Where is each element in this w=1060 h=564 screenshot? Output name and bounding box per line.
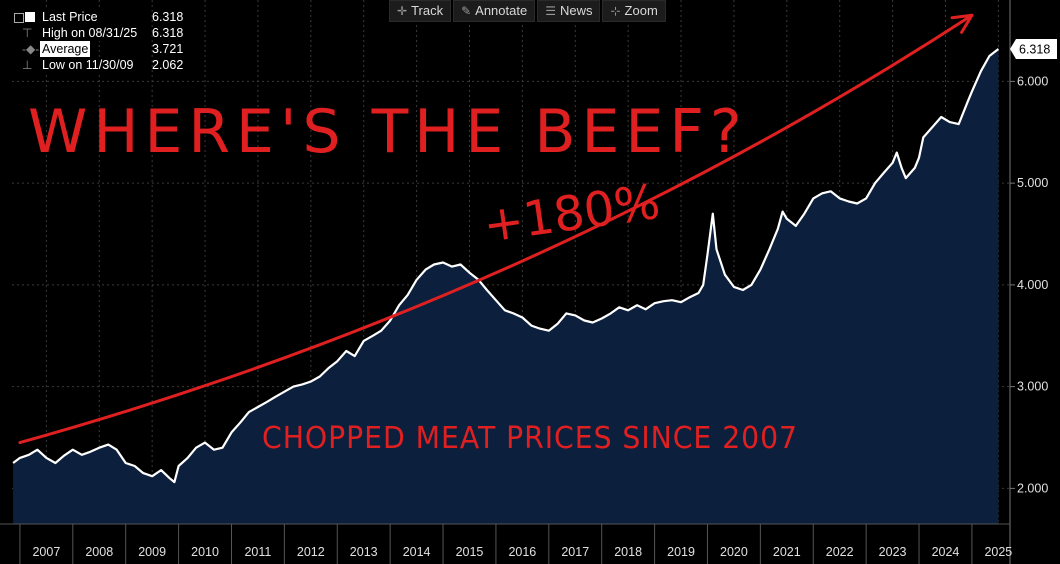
average-marker-icon: -◆- [22,42,40,56]
track-label: Track [411,3,444,18]
low-marker-icon: ⊥ [22,58,33,72]
last-price-tag-text: 6.318 [1019,43,1050,57]
chart-toolbar: ✛ Track ✎ Annotate ☰ News ⊹ Zoom [389,0,666,22]
zoom-label: Zoom [624,3,658,18]
percent-annotation: +180% [480,174,664,254]
crosshair-icon: ✛ [397,4,408,18]
trend-arrow-shaft [18,13,974,445]
x-tick-label: 2023 [879,545,907,559]
y-tick-label: 2.000 [1017,481,1048,495]
x-tick-label: 2018 [614,545,642,559]
news-icon: ☰ [545,4,556,18]
x-tick-label: 2024 [932,545,960,559]
pencil-icon: ✎ [461,4,472,18]
legend-last-label: Last Price [40,9,100,25]
y-tick-label: 3.000 [1017,380,1048,394]
legend-low-value: 2.062 [152,58,184,72]
zoom-button[interactable]: ⊹ Zoom [602,0,666,22]
price-line [12,48,1000,484]
series-swatch [25,12,35,22]
x-tick-label: 2020 [720,545,748,559]
checkbox-icon[interactable] [14,13,24,23]
x-tick-label: 2014 [403,545,431,559]
news-label: News [559,3,593,18]
x-tick-label: 2008 [85,545,113,559]
x-tick-label: 2009 [138,545,166,559]
high-marker-icon: ⊤ [22,26,33,40]
x-axis-ticks: 2007 2008 2009 2010 2011 2012 2013 2014 2015 2016… [19,524,1012,564]
legend-last-value: 6.318 [152,10,184,24]
x-tick-label: 2015 [456,545,484,559]
x-tick-label: 2011 [244,545,271,559]
legend-avg-value: 3.721 [152,42,184,56]
legend-high-value: 6.318 [152,26,184,40]
x-tick-label: 2007 [32,545,60,559]
y-tick-label: 5.000 [1017,176,1048,190]
trend-arrow [18,13,974,445]
last-price-tag: 6.318 [1010,39,1057,60]
x-tick-label: 2019 [667,545,695,559]
annotate-label: Annotate [475,3,528,18]
y-tick-label: 4.000 [1017,278,1048,292]
handwritten-annotations: WHERE'S THE BEEF? +180% CHOPPED MEAT PRI… [28,97,798,456]
track-button[interactable]: ✛ Track [389,0,452,22]
x-tick-label: 2017 [561,545,589,559]
x-tick-label: 2022 [826,545,854,559]
y-tick-label: 6.000 [1017,74,1048,88]
x-tick-label: 2021 [773,545,801,559]
chart-axes [0,0,1011,564]
zoom-icon: ⊹ [610,4,621,18]
x-tick-label: 2012 [297,545,325,559]
y-axis-ticks: 2.000 3.000 4.000 5.000 6.000 [1010,74,1048,495]
x-tick-label: 2025 [984,545,1012,559]
caption-annotation: CHOPPED MEAT PRICES SINCE 2007 [262,421,798,456]
headline-annotation: WHERE'S THE BEEF? [28,97,748,167]
x-tick-label: 2016 [508,545,536,559]
x-tick-label: 2010 [191,545,219,559]
legend-avg-label: Average [40,41,91,57]
news-button[interactable]: ☰ News [537,0,601,22]
last-price-tag-bg [1010,39,1057,60]
price-area [13,49,999,524]
annotate-button[interactable]: ✎ Annotate [453,0,536,22]
trend-arrow-head [950,13,974,34]
legend-high-label: High on 08/31/25 [40,25,140,41]
legend-low-label: Low on 11/30/09 [40,57,136,73]
x-tick-label: 2013 [350,545,378,559]
